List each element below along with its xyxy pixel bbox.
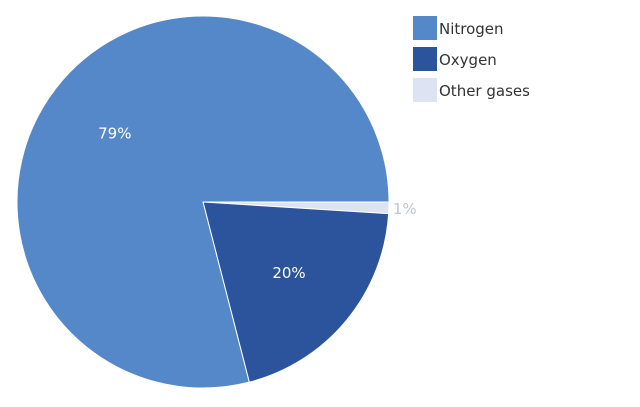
legend-swatch-nitrogen <box>413 16 437 40</box>
legend-swatch-oxygen <box>413 47 437 71</box>
data-label-nitrogen: 79% <box>98 125 131 143</box>
legend-label-nitrogen: Nitrogen <box>439 20 504 38</box>
pie-slice-oxygen <box>202 201 390 383</box>
pie-slice-nitrogen <box>16 15 390 389</box>
data-label-other-gases: 1% <box>393 200 417 218</box>
legend-swatch-other-gases <box>413 78 437 102</box>
data-label-oxygen: 20% <box>272 264 305 282</box>
legend-label-other-gases: Other gases <box>439 82 530 100</box>
legend: Nitrogen Oxygen Other gases <box>413 16 530 102</box>
legend-item-nitrogen: Nitrogen <box>413 16 504 40</box>
legend-item-other-gases: Other gases <box>413 78 530 102</box>
legend-label-oxygen: Oxygen <box>439 51 497 69</box>
legend-item-oxygen: Oxygen <box>413 47 497 71</box>
